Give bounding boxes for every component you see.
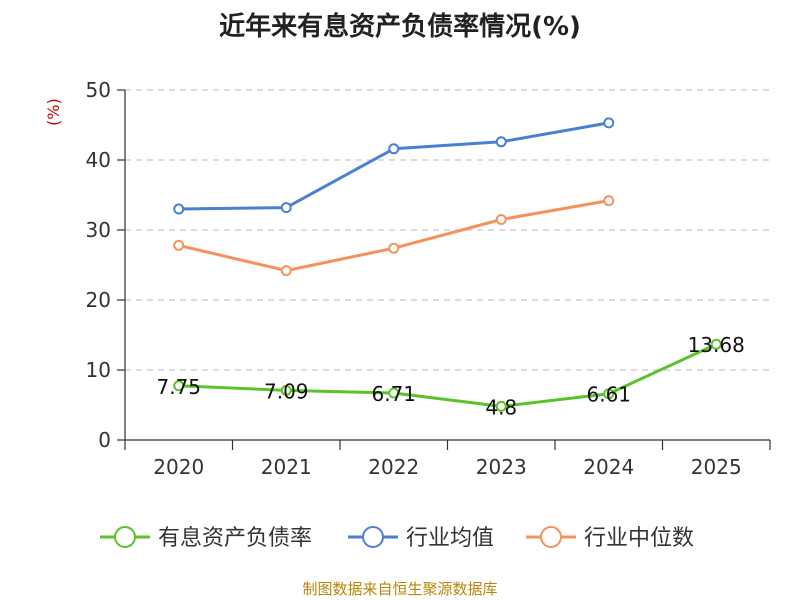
- series-2-point-2020: [173, 239, 185, 251]
- x-tick-label-2021: 2021: [261, 455, 312, 479]
- y-tick-label-50: 50: [86, 78, 111, 102]
- data-label-2023: 4.8: [485, 395, 517, 419]
- legend-item-0: 有息资产负债率: [100, 526, 312, 551]
- y-tick-label-20: 20: [86, 288, 111, 312]
- legend-label: 有息资产负债率: [158, 526, 312, 551]
- series-line-1: [178, 121, 610, 211]
- series-2-point-2021: [280, 265, 292, 277]
- legend-marker: [114, 526, 136, 548]
- source-note: 制图数据来自恒生聚源数据库: [302, 580, 498, 598]
- chart-title: 近年来有息资产负债率情况(%): [219, 12, 581, 42]
- x-tick-label-2022: 2022: [368, 455, 419, 479]
- series-1-point-2020: [173, 203, 185, 215]
- data-label-2024: 6.61: [586, 383, 631, 407]
- series-2-point-2023: [495, 214, 507, 225]
- y-tick-label-10: 10: [86, 358, 111, 382]
- legend-item-2: 行业中位数: [526, 526, 694, 551]
- x-tick-label-2025: 2025: [691, 455, 742, 479]
- data-label-2022: 6.71: [371, 382, 416, 406]
- series-1-point-2022: [388, 143, 400, 155]
- data-label-2021: 7.09: [264, 379, 309, 403]
- series-0-point-2025: [710, 338, 722, 350]
- series-1-point-2023: [495, 136, 507, 148]
- series-0-point-2024: [603, 388, 615, 400]
- data-label-2025: 13.68: [688, 333, 745, 357]
- series-line-0: [178, 342, 717, 408]
- y-tick-label-40: 40: [86, 148, 111, 172]
- data-labels: 7.75 7.09 6.71 4.8 6.61 13.68: [156, 333, 744, 419]
- legend-marker: [362, 526, 384, 548]
- series-0-point-2022: [388, 387, 400, 399]
- legend: 有息资产负债率 行业均值 行业中位数: [100, 526, 694, 551]
- legend-marker: [540, 526, 562, 548]
- axes: 0 10 20 30 40 50 2020 2021 2022 2023 2024 2025: [86, 78, 771, 479]
- series-2-point-2024: [603, 195, 615, 207]
- series-1-point-2021: [280, 202, 292, 214]
- y-tick-label-0: 0: [98, 428, 111, 452]
- series-group: [173, 117, 722, 412]
- legend-item-1: 行业均值: [348, 526, 494, 551]
- series-0-point-2021: [280, 384, 292, 396]
- grid-lines: [125, 89, 770, 371]
- series-0-point-2023: [495, 400, 507, 412]
- series-line-2: [178, 199, 610, 273]
- y-tick-label-30: 30: [86, 218, 111, 242]
- series-1-point-2024: [603, 117, 615, 129]
- x-tick-label-2024: 2024: [583, 455, 634, 479]
- legend-label: 行业中位数: [584, 526, 694, 551]
- legend-label: 行业均值: [406, 526, 494, 551]
- x-tick-label-2023: 2023: [476, 455, 527, 479]
- x-tick-label-2020: 2020: [153, 455, 204, 479]
- data-label-2020: 7.75: [156, 375, 201, 399]
- series-0-point-2020: [173, 380, 185, 392]
- series-2-point-2022: [388, 242, 400, 254]
